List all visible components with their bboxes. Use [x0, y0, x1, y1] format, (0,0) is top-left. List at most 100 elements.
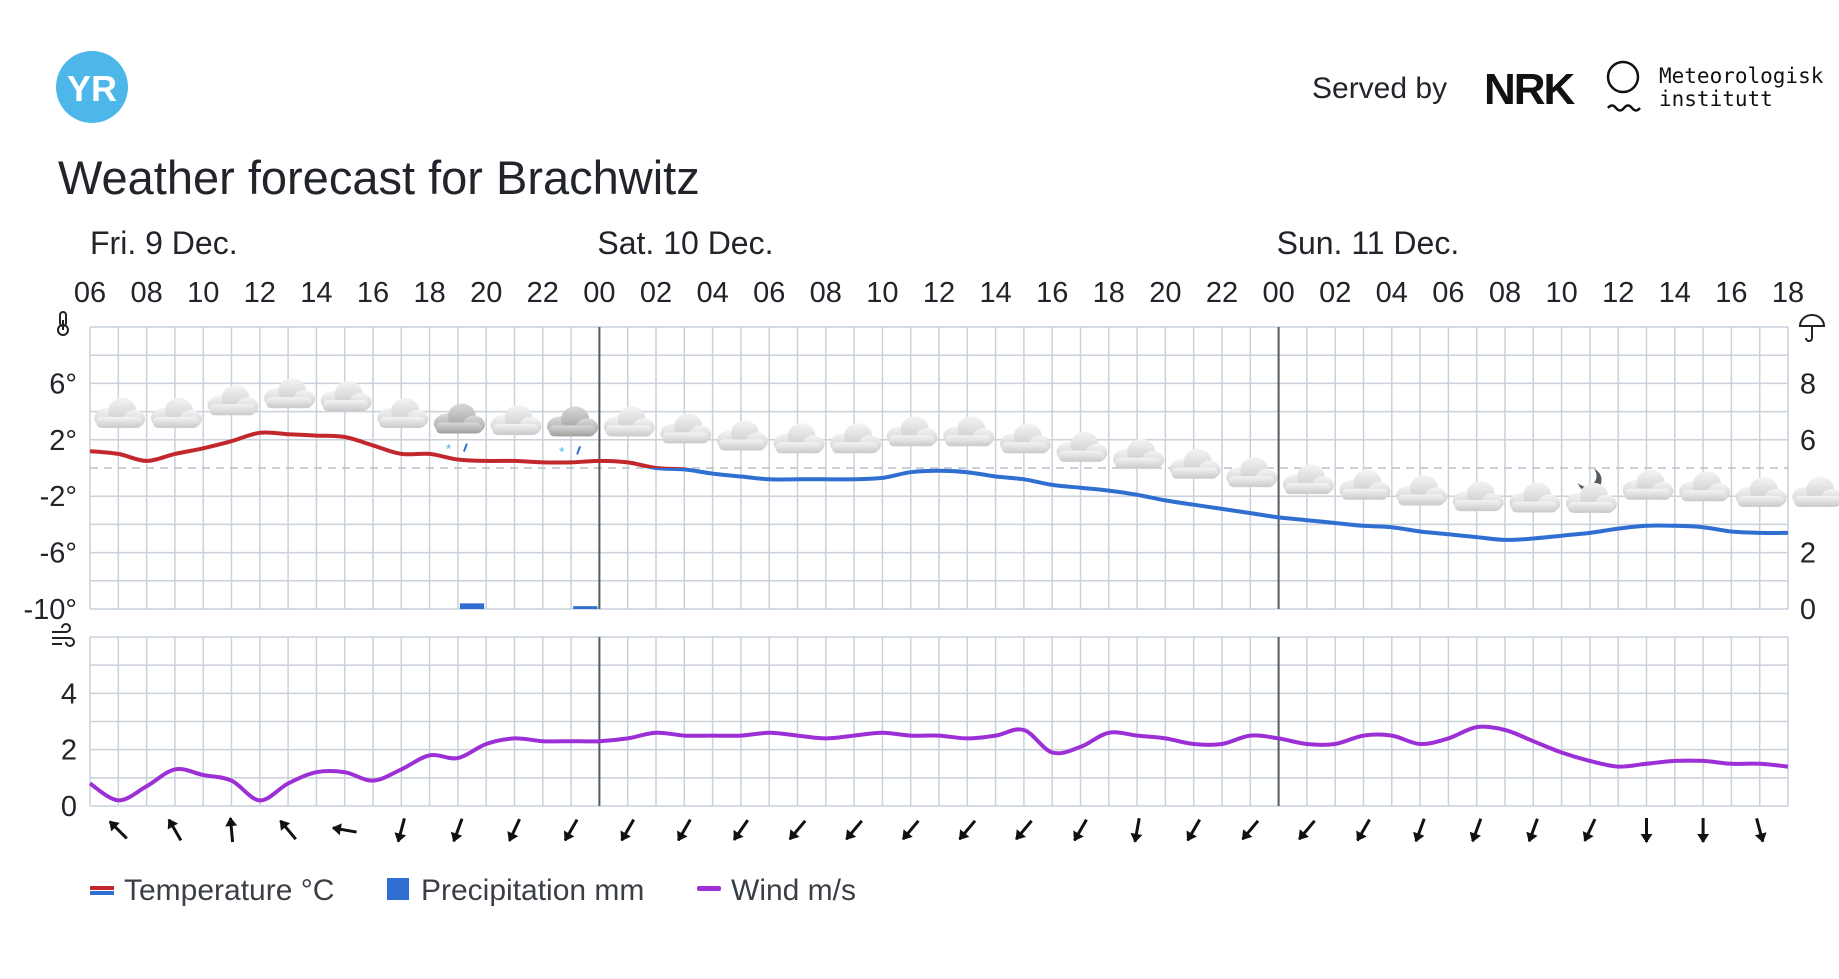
cloud-base	[1284, 483, 1331, 495]
temperature-tick-label: 6°	[49, 368, 77, 400]
wind-arrow-icon	[1582, 818, 1597, 842]
x-tick-label: 12	[1602, 277, 1634, 309]
wind-arrow-head	[331, 823, 342, 836]
wind-arrow-head	[394, 832, 407, 843]
wind-arrow-icon	[1640, 818, 1653, 843]
cloud-icon	[1226, 457, 1278, 488]
x-tick-label: 22	[1206, 277, 1238, 309]
wind-arrow-icon	[563, 818, 579, 842]
wind-arrow-icon	[108, 820, 128, 840]
cloud-icon	[1113, 438, 1165, 469]
yr-logo-text: YR	[67, 68, 117, 109]
met-institute-logo[interactable]: Meteorologisk institutt	[1606, 60, 1824, 112]
cloud-base	[1454, 500, 1501, 512]
x-tick-label: 14	[300, 277, 332, 309]
x-tick-label: 16	[1036, 277, 1068, 309]
temperature-line-cold	[645, 468, 1789, 542]
page-title: Weather forecast for Brachwitz	[58, 151, 700, 204]
x-tick-label: 02	[1319, 277, 1351, 309]
raindrop-shape	[576, 446, 582, 455]
day-label: Fri. 9 Dec.	[90, 225, 238, 261]
wind-arrow-head	[1582, 831, 1594, 842]
cloud-base	[1398, 494, 1445, 506]
wind-tick-label: 0	[61, 791, 77, 823]
wind-arrow-head	[1413, 831, 1425, 843]
cloud-icon	[94, 397, 146, 428]
wind-arrow-head	[507, 831, 519, 842]
nrk-logo[interactable]: NRK	[1484, 65, 1578, 114]
cloud-base	[1567, 501, 1614, 513]
wind-tick-label: 4	[61, 678, 77, 710]
wind-arrow-head	[167, 818, 179, 830]
temperature-tick-label: -10°	[23, 594, 77, 626]
cloud-icon	[377, 397, 429, 428]
wind-arrow-head	[677, 830, 688, 842]
wind-arrow-head	[1298, 829, 1309, 840]
wind-arrow-icon	[1356, 818, 1371, 842]
cloud-base	[549, 425, 596, 437]
cloud-sleet-icon: *	[547, 406, 599, 459]
yr-logo[interactable]: YR	[56, 51, 128, 123]
x-tick-label: 14	[1659, 277, 1691, 309]
legend-swatch-warm	[90, 886, 114, 890]
wind-arrow-icon	[1413, 818, 1426, 843]
met-circle-icon	[1606, 60, 1640, 94]
cloud-icon	[1169, 448, 1221, 479]
wind-arrow-icon	[677, 818, 692, 842]
snowflake-shape: *	[446, 441, 452, 457]
cloud-base	[209, 404, 256, 416]
cloud-icon	[1339, 469, 1391, 500]
cloud-base	[605, 425, 652, 437]
legend-item[interactable]: Wind m/s	[697, 874, 856, 907]
wind-arrow-icon	[331, 823, 357, 836]
cloud-base	[945, 435, 992, 447]
x-tick-label: 18	[1772, 277, 1804, 309]
cloud-base	[1624, 488, 1671, 500]
wind-arrow-icon	[1298, 819, 1316, 841]
x-tick-label: 08	[1489, 277, 1521, 309]
wind-arrow-icon	[1754, 818, 1767, 843]
x-tick-label: 06	[1432, 277, 1464, 309]
moon-cloud-icon	[1565, 468, 1617, 513]
cloud-base	[1794, 495, 1839, 507]
wind-arrow-head	[1640, 834, 1653, 843]
wind-arrow-icon	[845, 819, 863, 841]
legend-item[interactable]: Temperature °C	[90, 874, 334, 907]
wind-arrow-head	[789, 829, 800, 840]
wind-arrow-head	[1015, 829, 1026, 840]
wind-arrow-icon	[958, 819, 977, 841]
wind-arrow-icon	[1073, 818, 1088, 842]
x-tick-label: 20	[470, 277, 502, 309]
wind-arrow-head	[902, 829, 913, 840]
x-tick-label: 12	[923, 277, 955, 309]
wind-arrow-icon	[450, 818, 464, 843]
cloud-icon	[150, 397, 202, 428]
wind-arrow-head	[109, 820, 120, 832]
legend-label: Temperature °C	[124, 874, 334, 907]
wind-arrow-head	[1186, 830, 1197, 842]
cloud-base	[1681, 490, 1728, 502]
cloud-icon	[1622, 469, 1674, 500]
wind-arrow-head	[845, 829, 857, 840]
wind-arrow-head	[1356, 830, 1367, 842]
wind-arrow-icon	[507, 818, 521, 842]
temperature-tick-label: -2°	[40, 481, 77, 513]
cloud-icon	[603, 406, 655, 437]
wind-arrow-icon	[1241, 819, 1260, 841]
temperature-tick-label: 2°	[49, 425, 77, 457]
day-label: Sat. 10 Dec.	[597, 225, 773, 261]
legend-label: Precipitation mm	[421, 874, 644, 907]
cloud-base	[1511, 501, 1558, 513]
x-tick-label: 10	[1545, 277, 1577, 309]
cloud-icon	[830, 423, 882, 454]
cloud-icon	[773, 423, 825, 454]
cloud-base	[492, 423, 539, 435]
wind-arrow-head	[1469, 831, 1481, 843]
cloud-base	[888, 435, 935, 447]
cloud-icon	[264, 378, 316, 409]
snowflake-shape: *	[559, 443, 565, 459]
legend-item[interactable]: Precipitation mm	[387, 874, 644, 907]
met-name-line2: institutt	[1659, 87, 1773, 111]
wind-arrow-head	[1130, 832, 1143, 843]
cloud-icon	[999, 423, 1051, 454]
